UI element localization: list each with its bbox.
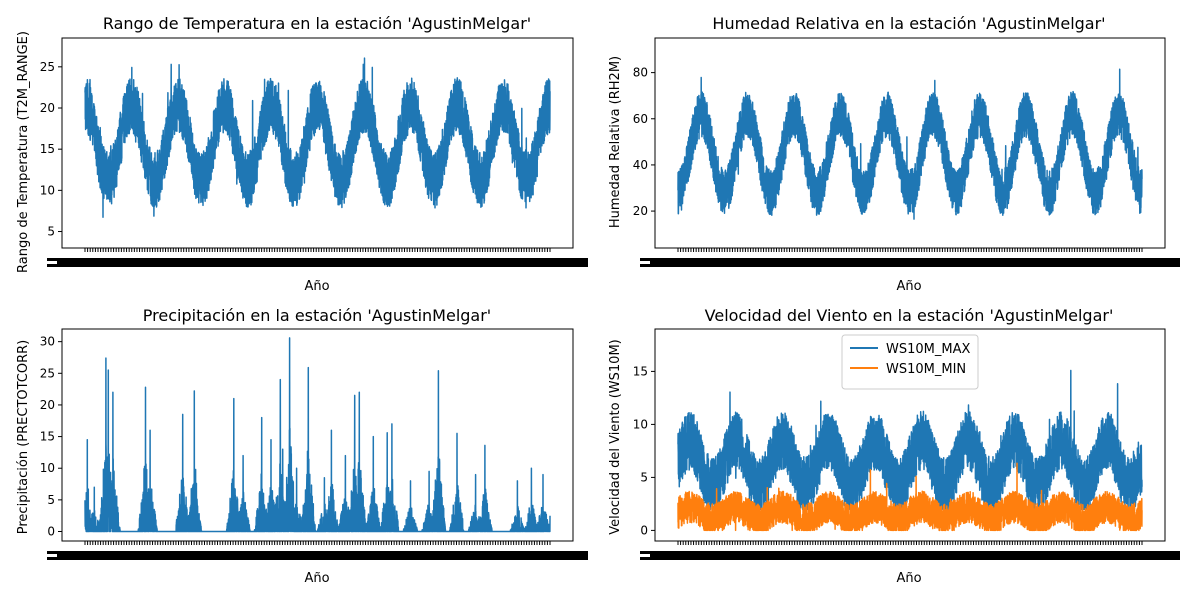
y-tick-label: 20: [40, 398, 55, 412]
relative-humidity-chart: Humedad Relativa en la estación 'Agustin…: [608, 14, 1180, 294]
x-axis-label: Año: [304, 571, 329, 586]
legend-label: WS10M_MIN: [886, 362, 966, 377]
y-tick-label: 20: [633, 204, 648, 218]
y-tick-label: 10: [40, 183, 55, 197]
plot-area: [84, 337, 551, 533]
y-tick-label: 5: [47, 493, 55, 507]
chart-title: Humedad Relativa en la estación 'Agustin…: [712, 14, 1105, 33]
plot-area: [677, 68, 1143, 220]
legend: WS10M_MAX WS10M_MIN: [841, 334, 979, 390]
y-tick-label: 5: [47, 225, 55, 239]
plot-area: [84, 57, 551, 219]
chart-title: Velocidad del Viento en la estación 'Agu…: [705, 306, 1114, 325]
y-axis-label: Rango de Temperatura (T2M_RANGE): [16, 31, 31, 273]
chart-title: Precipitación en la estación 'AgustinMel…: [143, 306, 491, 325]
y-tick-label: 25: [40, 60, 55, 74]
plot-area: [677, 369, 1143, 532]
y-tick-label: 15: [633, 364, 648, 378]
x-ticks: [677, 541, 1143, 545]
x-axis-label: Año: [304, 279, 329, 294]
y-tick-label: 10: [633, 417, 648, 431]
legend-label: WS10M_MAX: [886, 342, 970, 357]
series-line-ws10m-max: [677, 369, 1143, 510]
series-line-ws10m-min: [677, 462, 1143, 532]
axes-frame: [61, 328, 574, 542]
axes-frame: [654, 37, 1166, 249]
y-axis-label: Velocidad del Viento (WS10M): [608, 339, 623, 534]
y-axis-label: Humedad Relativa (RH2M): [608, 56, 623, 228]
y-tick-label: 20: [40, 101, 55, 115]
y-tick-label: 15: [40, 430, 55, 444]
y-tick-label: 0: [640, 523, 648, 537]
x-tick-labels-overlap: [47, 551, 588, 560]
axes-frame: [654, 328, 1166, 542]
series-line: [84, 337, 551, 533]
x-axis-label: Año: [896, 571, 921, 586]
y-tick-label: 10: [40, 461, 55, 475]
temperature-range-chart: Rango de Temperatura en la estación 'Agu…: [16, 14, 588, 294]
y-tick-label: 40: [633, 158, 648, 172]
axes-frame: [61, 37, 574, 249]
y-tick-label: 25: [40, 366, 55, 380]
x-ticks: [84, 248, 551, 252]
y-tick-label: 80: [633, 66, 648, 80]
x-axis-label: Año: [896, 279, 921, 294]
chart-title: Rango de Temperatura en la estación 'Agu…: [103, 14, 531, 33]
wind-speed-chart: Velocidad del Viento en la estación 'Agu…: [608, 306, 1180, 586]
y-axis-label: Precipitación (PRECTOTCORR): [16, 340, 31, 534]
precipitation-chart: Precipitación en la estación 'AgustinMel…: [16, 306, 588, 586]
y-tick-label: 15: [40, 142, 55, 156]
x-ticks: [677, 248, 1143, 252]
x-tick-labels-overlap: [640, 258, 1180, 267]
x-tick-labels-overlap: [47, 258, 588, 267]
x-ticks: [84, 541, 551, 545]
y-tick-label: 0: [47, 525, 55, 539]
y-tick-label: 30: [40, 335, 55, 349]
x-tick-labels-overlap: [640, 551, 1180, 560]
y-tick-label: 5: [640, 470, 648, 484]
series-line: [677, 68, 1143, 220]
y-tick-label: 60: [633, 112, 648, 126]
series-line: [84, 57, 551, 219]
